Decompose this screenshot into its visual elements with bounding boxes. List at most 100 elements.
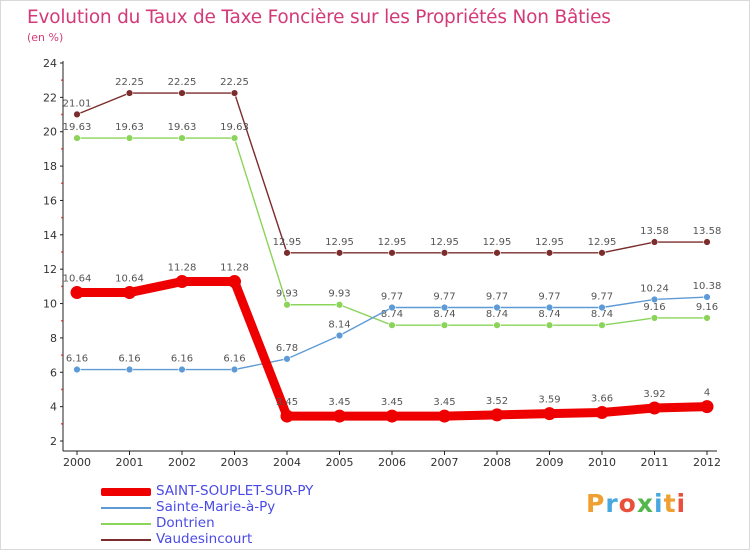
legend-swatch <box>101 539 151 541</box>
data-point <box>493 249 501 257</box>
data-label: 10.38 <box>693 281 722 292</box>
data-label: 3.45 <box>328 397 350 408</box>
y-tick-label: 8 <box>50 332 57 345</box>
x-tick-label: 2011 <box>641 456 669 469</box>
data-point <box>650 295 659 304</box>
y-minor-dot <box>61 388 63 391</box>
data-label: 19.63 <box>63 122 92 133</box>
data-point <box>388 303 396 312</box>
data-label: 9.93 <box>276 289 298 300</box>
y-tick-label: 12 <box>43 263 57 276</box>
y-minor-dot <box>61 251 63 253</box>
data-point <box>598 303 606 312</box>
chart-legend: SAINT-SOUPLET-SUR-PY Sainte-Marie-à-Py Don… <box>101 483 361 548</box>
legend-swatch <box>101 523 151 525</box>
data-point <box>70 286 84 300</box>
data-point <box>493 303 501 312</box>
data-label: 12.95 <box>378 237 407 248</box>
data-label: 22.25 <box>168 77 197 88</box>
data-point <box>125 365 134 374</box>
legend-swatch <box>101 507 151 509</box>
y-tick-label: 20 <box>43 126 57 139</box>
data-point <box>545 249 554 257</box>
data-point <box>440 249 449 257</box>
y-minor-dot <box>61 319 63 322</box>
data-label: 6.78 <box>276 343 298 354</box>
data-point <box>178 89 186 97</box>
data-label: 6.16 <box>118 354 140 365</box>
legend-item: Dontrien <box>101 515 361 532</box>
data-point <box>283 355 291 363</box>
x-tick-label: 2004 <box>273 456 301 469</box>
data-label: 3.66 <box>591 393 613 404</box>
data-label: 3.45 <box>276 397 298 408</box>
y-tick-label: 24 <box>43 57 57 70</box>
data-point <box>595 405 609 419</box>
data-point <box>545 321 554 329</box>
data-point <box>283 301 291 309</box>
data-point <box>125 134 134 142</box>
data-point <box>650 314 659 322</box>
data-label: 8.14 <box>328 320 350 331</box>
series-line <box>76 92 708 254</box>
data-point <box>493 321 501 329</box>
data-label: 9.16 <box>643 302 665 313</box>
logo-letter: o <box>618 489 637 518</box>
data-label: 9.77 <box>381 291 403 302</box>
y-minor-dot <box>61 354 63 356</box>
x-tick-label: 2005 <box>326 456 354 469</box>
y-tick-label: 14 <box>43 229 57 242</box>
data-label: 8.74 <box>486 309 508 320</box>
data-point <box>178 365 186 374</box>
data-point <box>230 365 239 374</box>
data-label: 12.95 <box>430 237 459 248</box>
data-label: 9.77 <box>538 291 560 302</box>
data-label: 9.16 <box>696 302 718 313</box>
data-point <box>598 321 606 329</box>
series-vaudesincourt: 21.01 22.25 22.25 22.25 12.95 12.95 12.95 12.95… <box>63 77 721 257</box>
x-tick-label: 2001 <box>116 456 144 469</box>
data-label: 12.95 <box>588 237 617 248</box>
data-point <box>440 303 449 312</box>
data-point <box>438 409 451 423</box>
data-label: 12.95 <box>535 237 564 248</box>
data-point <box>703 293 711 301</box>
x-tick-label: 2000 <box>63 456 91 469</box>
data-point <box>178 134 186 142</box>
data-label: 8.74 <box>381 309 403 320</box>
logo-letter: i <box>676 489 687 518</box>
data-label: 11.28 <box>220 263 249 274</box>
y-tick-label: 6 <box>50 366 57 379</box>
data-label: 8.74 <box>538 309 560 320</box>
data-point <box>703 238 711 246</box>
data-label: 19.63 <box>220 122 249 133</box>
legend-swatch <box>101 488 151 496</box>
x-tick-label: 2006 <box>378 456 406 469</box>
data-point <box>73 365 81 374</box>
x-tick-label: 2008 <box>483 456 511 469</box>
y-minor-dot <box>61 422 63 425</box>
y-minor-dot <box>61 79 63 82</box>
data-label: 21.01 <box>63 98 92 109</box>
data-point <box>335 301 344 309</box>
x-tick-label: 2002 <box>168 456 196 469</box>
data-point <box>545 303 554 312</box>
x-tick-label: 2009 <box>536 456 564 469</box>
proxiti-logo: Proxiti <box>586 489 686 518</box>
legend-item: Sainte-Marie-à-Py <box>101 499 361 516</box>
x-tick-label: 2007 <box>431 456 459 469</box>
data-label: 10.64 <box>63 274 92 285</box>
data-point <box>598 249 606 257</box>
data-point <box>333 409 346 423</box>
data-label: 6.16 <box>223 354 245 365</box>
y-minor-dot <box>61 113 63 116</box>
y-tick-label: 10 <box>43 298 57 311</box>
data-label: 12.95 <box>325 237 354 248</box>
data-label: 6.16 <box>171 354 193 365</box>
data-label: 9.77 <box>486 291 508 302</box>
chart-unit-label: (en %) <box>27 31 64 44</box>
chart-title: Evolution du Taux de Taxe Foncière sur l… <box>27 7 611 28</box>
legend-item: Vaudesincourt <box>101 531 361 548</box>
data-point <box>388 249 396 257</box>
